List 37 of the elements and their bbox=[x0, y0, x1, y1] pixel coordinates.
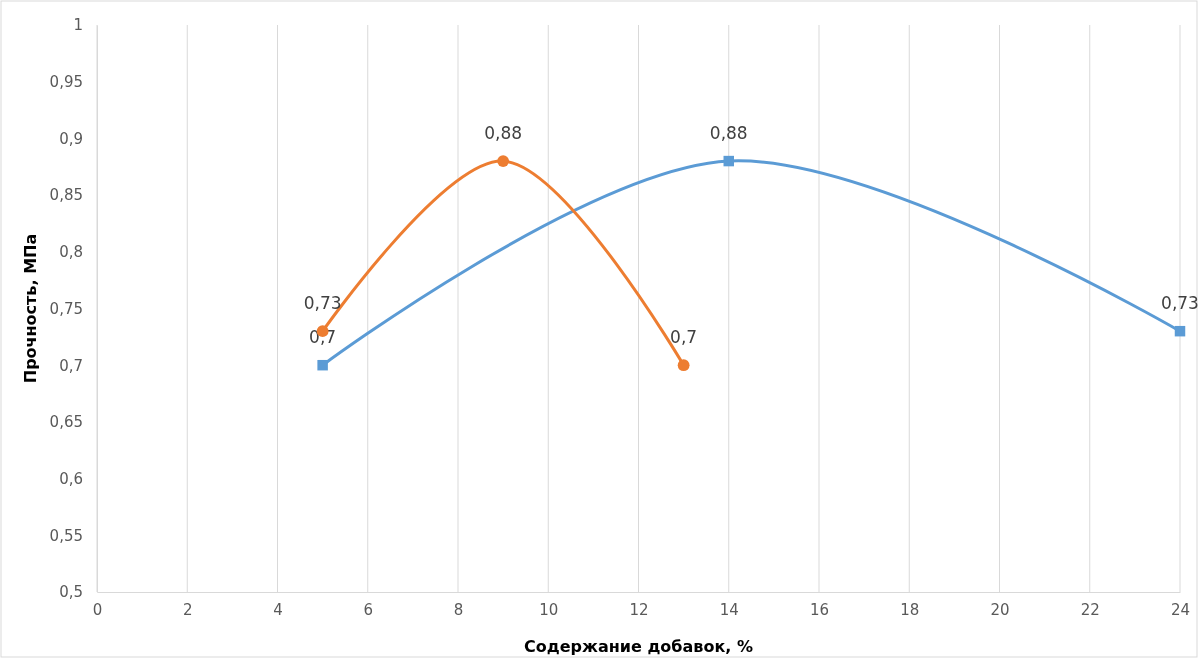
x-tick-label: 10 bbox=[539, 600, 559, 619]
point bbox=[677, 359, 690, 372]
point bbox=[723, 155, 734, 167]
data-label: 0,7 bbox=[309, 327, 337, 348]
y-tick-label: 0,8 bbox=[59, 243, 83, 262]
data-label: 0,88 bbox=[484, 123, 523, 144]
y-tick-label: 0,7 bbox=[59, 356, 83, 375]
x-tick-label: 20 bbox=[990, 600, 1010, 619]
data-label: 0,73 bbox=[1161, 293, 1199, 314]
x-tick-label: 8 bbox=[453, 600, 464, 619]
y-tick-label: 0,95 bbox=[49, 73, 83, 91]
y-tick-label: 0,6 bbox=[59, 469, 83, 488]
x-tick-label: 4 bbox=[273, 600, 283, 619]
x-tick-label: 16 bbox=[809, 600, 830, 619]
y-tick-label: 0,5 bbox=[59, 583, 83, 602]
x-tick-label: 18 bbox=[900, 600, 920, 619]
point bbox=[1174, 325, 1186, 337]
data-label: 0,73 bbox=[303, 293, 342, 314]
y-tick-label: 0,75 bbox=[49, 299, 83, 318]
x-tick-label: 2 bbox=[182, 600, 193, 619]
x-tick-label: 22 bbox=[1080, 600, 1100, 619]
y-tick-label: 0,55 bbox=[49, 526, 83, 545]
x-tick-label: 12 bbox=[629, 600, 649, 619]
x-tick-label: 6 bbox=[363, 600, 374, 619]
data-label: 0,88 bbox=[709, 123, 748, 144]
y-tick-label: 0,85 bbox=[49, 186, 83, 205]
x-tick-label: 14 bbox=[719, 600, 739, 619]
y-tick-label: 0,65 bbox=[49, 413, 83, 432]
point bbox=[317, 359, 328, 371]
y-tick-label: 1 bbox=[73, 16, 83, 35]
point bbox=[497, 155, 510, 167]
data-label: 0,7 bbox=[670, 327, 698, 348]
y-axis-title: Прочность, МПа bbox=[21, 233, 40, 384]
x-tick-label: 24 bbox=[1170, 600, 1191, 619]
x-axis-title: Содержание добавок, % bbox=[524, 637, 753, 656]
x-tick-label: 0 bbox=[92, 600, 103, 619]
y-tick-label: 0,9 bbox=[59, 129, 83, 148]
